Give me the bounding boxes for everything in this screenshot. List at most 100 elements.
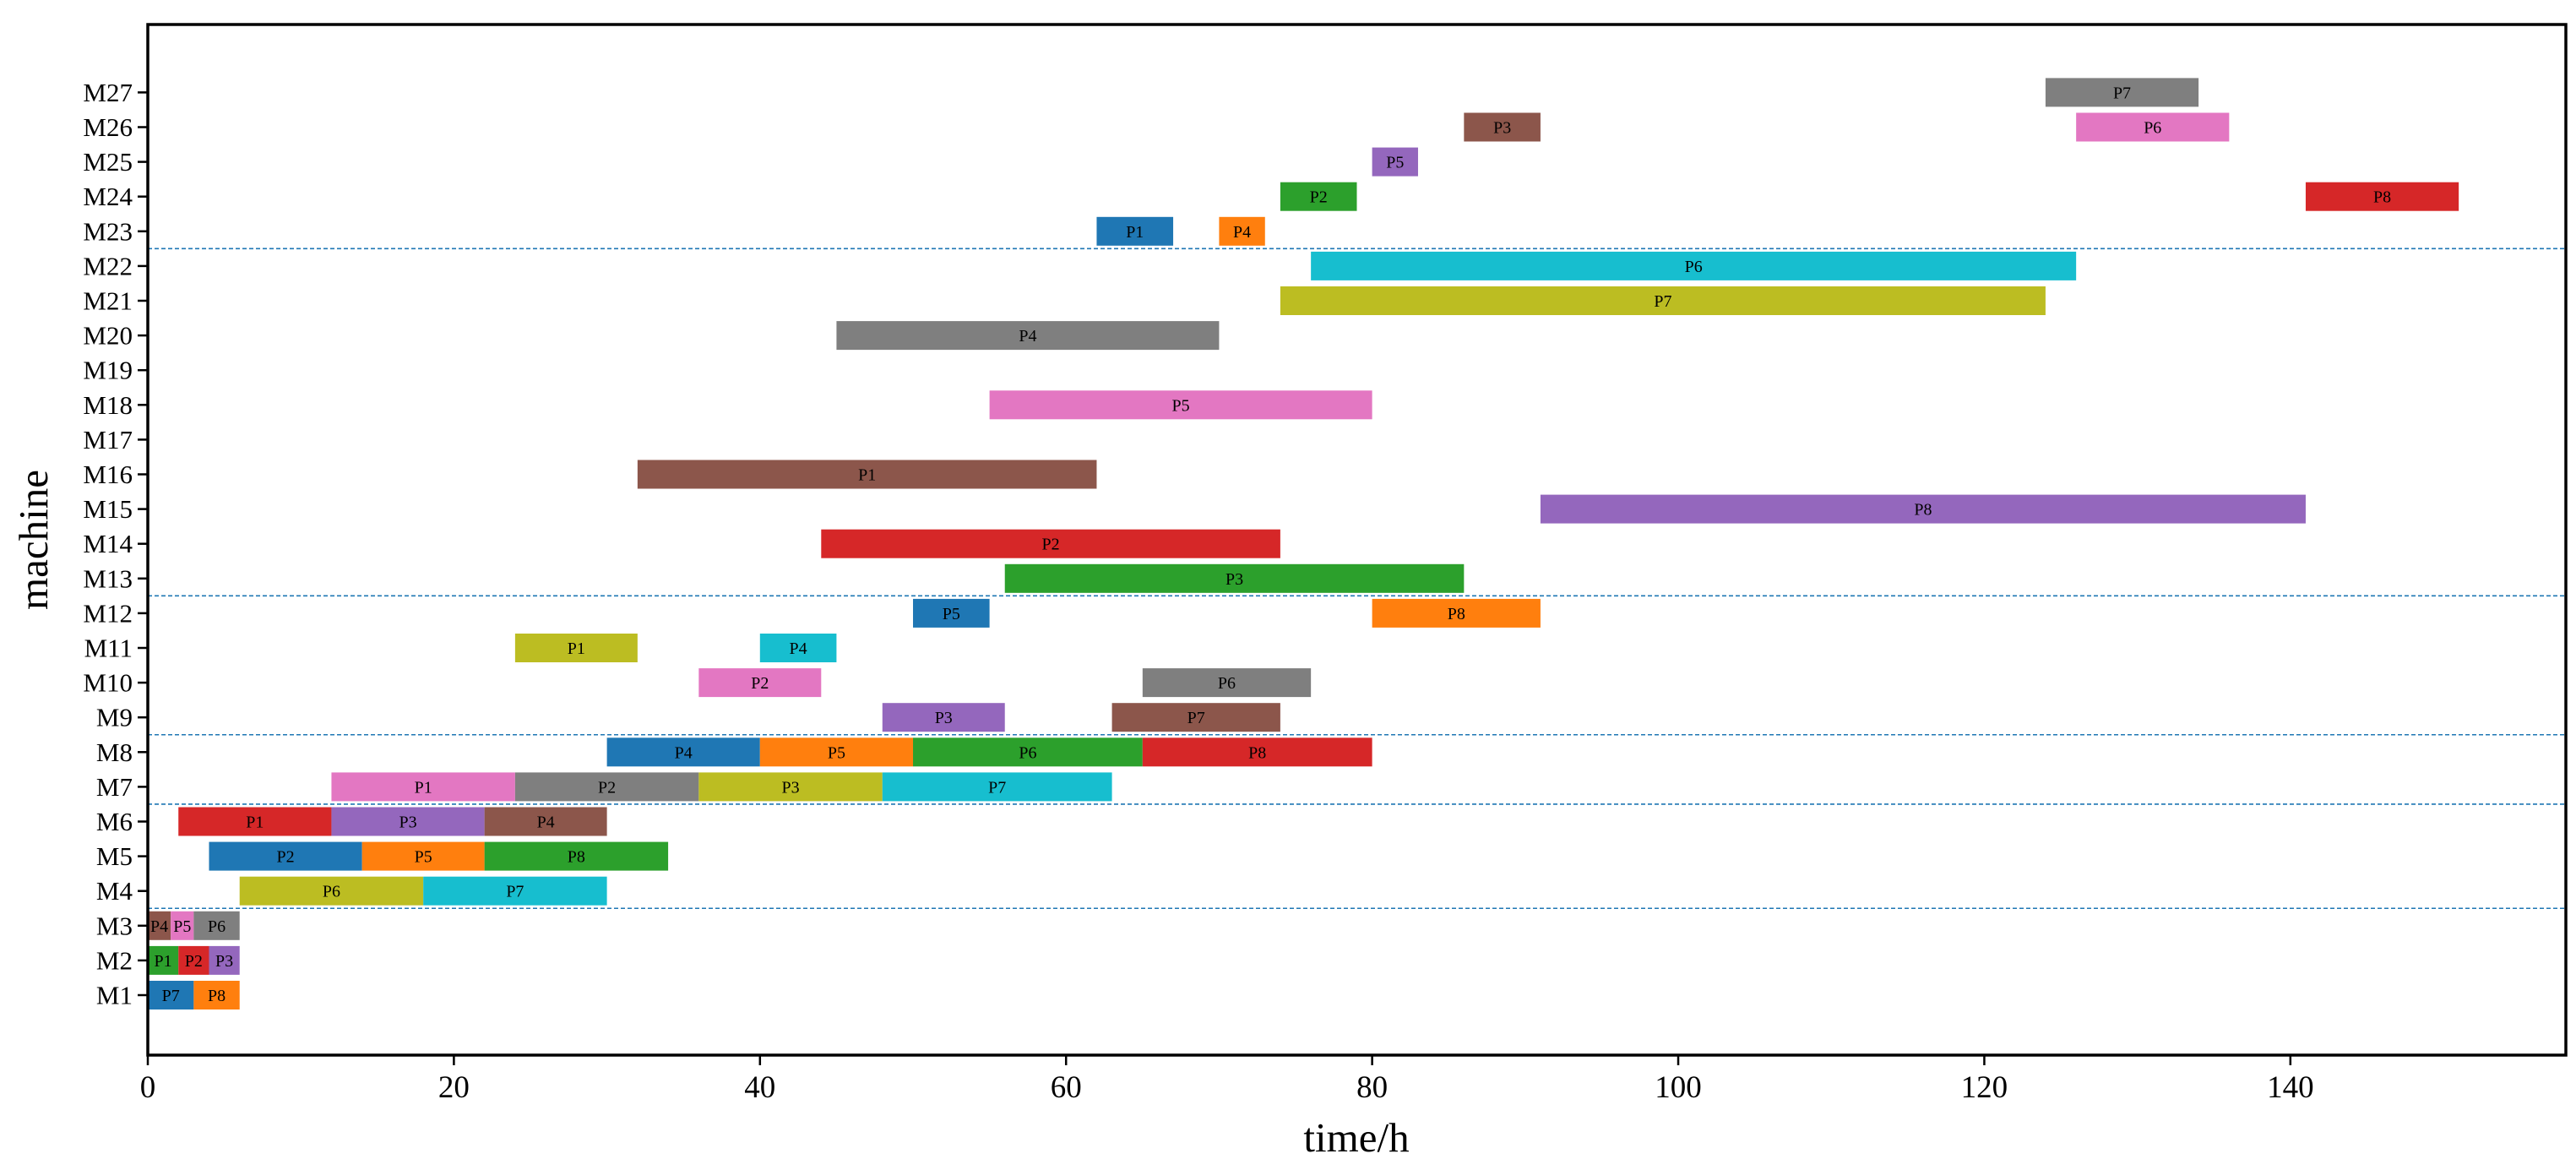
y-tick-label-m25: M25: [83, 147, 133, 177]
y-tick-label-m23: M23: [83, 216, 133, 246]
task-bar-m10-p6: [1142, 668, 1312, 698]
task-label: P5: [1172, 396, 1190, 415]
y-tick-label-m18: M18: [83, 390, 133, 420]
x-tick-label: 140: [2267, 1070, 2314, 1105]
task-label: P6: [1019, 743, 1036, 762]
y-tick-label-m11: M11: [84, 634, 133, 663]
task-label: P3: [935, 709, 953, 727]
task-bar-m21-p7: [1280, 286, 2046, 315]
x-tick-label: 20: [438, 1070, 470, 1105]
task-bar-m6-p4: [484, 807, 607, 836]
task-label: P2: [277, 848, 295, 867]
y-tick-label-m2: M2: [96, 945, 133, 975]
task-label: P8: [2373, 188, 2391, 207]
task-bar-m26-p6: [2076, 112, 2230, 142]
y-tick-label-m19: M19: [83, 356, 133, 385]
task-bar-m7-p2: [514, 772, 699, 802]
task-label: P5: [828, 743, 845, 762]
task-bar-m8-p5: [759, 737, 914, 767]
task-label: P3: [1493, 119, 1511, 138]
y-tick-label-m13: M13: [83, 563, 133, 593]
task-label: P5: [943, 605, 960, 623]
task-bar-m4-p6: [239, 876, 424, 906]
task-label: P2: [1042, 536, 1060, 554]
y-tick-label-m24: M24: [83, 182, 133, 211]
task-bar-m6-p1: [178, 807, 332, 836]
task-bar-m23-p1: [1096, 216, 1174, 246]
plot-frame: [146, 23, 2568, 1057]
task-label: P7: [2113, 84, 2131, 102]
task-label: P2: [1310, 188, 1328, 207]
task-bar-m8-p6: [913, 737, 1143, 767]
task-bar-m22-p6: [1311, 251, 2077, 280]
task-label: P6: [1218, 674, 1236, 693]
y-tick-label-m26: M26: [83, 112, 133, 142]
task-bar-m5-p2: [209, 841, 362, 871]
task-bar-m14-p2: [821, 529, 1280, 558]
task-label: P4: [790, 639, 807, 658]
task-bar-m8-p8: [1142, 737, 1372, 767]
task-label: P2: [185, 952, 203, 971]
task-label: P6: [208, 917, 226, 936]
task-bar-m24-p2: [1280, 182, 1357, 211]
task-label: P3: [215, 952, 233, 971]
x-axis-label: time/h: [1303, 1114, 1409, 1161]
task-bar-m6-p3: [331, 807, 485, 836]
x-tick-label: 40: [744, 1070, 775, 1105]
task-label: P7: [1187, 709, 1205, 727]
task-label: P2: [751, 674, 769, 693]
task-label: P4: [1233, 223, 1251, 242]
task-label: P1: [1126, 223, 1144, 242]
task-bar-m18-p5: [989, 390, 1372, 420]
y-tick-label-m15: M15: [83, 494, 133, 524]
y-tick-label-m17: M17: [83, 425, 133, 454]
task-bar-m27-p7: [2045, 78, 2199, 107]
x-axis-ticks: 0 20 40 60 80 100 120 140: [140, 1055, 2314, 1105]
task-label: P4: [537, 814, 555, 832]
x-tick-label: 80: [1356, 1070, 1388, 1105]
task-bar-m4-p7: [423, 876, 607, 906]
task-bar-m20-p4: [836, 321, 1220, 351]
task-label: P6: [1685, 258, 1703, 276]
task-bars: [148, 78, 2459, 1009]
y-tick-label-m12: M12: [83, 598, 133, 628]
y-tick-label-m21: M21: [83, 286, 133, 316]
task-bar-m12-p8: [1372, 598, 1541, 628]
y-axis-ticks: M1 M2 M3 M4 M5 M6 M7 M8 M9 M10 M11 M12 M13 M14 M15 M16 M…: [83, 78, 148, 1010]
task-label: P1: [858, 466, 876, 485]
y-tick-label-m7: M7: [96, 772, 133, 802]
y-tick-label-m20: M20: [83, 321, 133, 351]
task-label: P8: [1248, 743, 1266, 762]
y-tick-label-m16: M16: [83, 460, 133, 489]
y-tick-label-m9: M9: [96, 703, 133, 732]
task-bar-m5-p8: [484, 841, 669, 871]
task-bar-m26-p3: [1464, 112, 1541, 142]
x-tick-label: 0: [140, 1070, 156, 1105]
task-bar-m7-p7: [882, 772, 1112, 802]
task-bar-m12-p5: [913, 598, 990, 628]
y-tick-label-m1: M1: [96, 981, 133, 1010]
task-bar-m5-p5: [361, 841, 485, 871]
stage-separators: [148, 248, 2566, 910]
task-label: P2: [598, 778, 616, 797]
task-label: P7: [162, 987, 180, 1005]
task-bar-m2-p2: [178, 945, 209, 975]
x-tick-label: 120: [1961, 1070, 2008, 1105]
task-bar-m13-p3: [1004, 563, 1465, 593]
task-label: P1: [568, 639, 585, 658]
y-tick-label-m6: M6: [96, 807, 133, 836]
task-label: P5: [1386, 154, 1404, 172]
y-tick-label-m4: M4: [96, 876, 133, 906]
task-bar-m3-p6: [193, 911, 240, 940]
task-bar-m3-p5: [171, 911, 194, 940]
task-label: P4: [675, 743, 693, 762]
task-bar-m1-p8: [193, 981, 240, 1009]
y-tick-label-m22: M22: [83, 251, 133, 280]
task-bar-m8-p4: [606, 737, 760, 767]
task-label: P7: [988, 778, 1006, 797]
task-label: P6: [2144, 119, 2161, 138]
task-bar-m10-p2: [698, 668, 822, 698]
task-label: P8: [1448, 605, 1465, 623]
task-label: P7: [506, 883, 524, 901]
